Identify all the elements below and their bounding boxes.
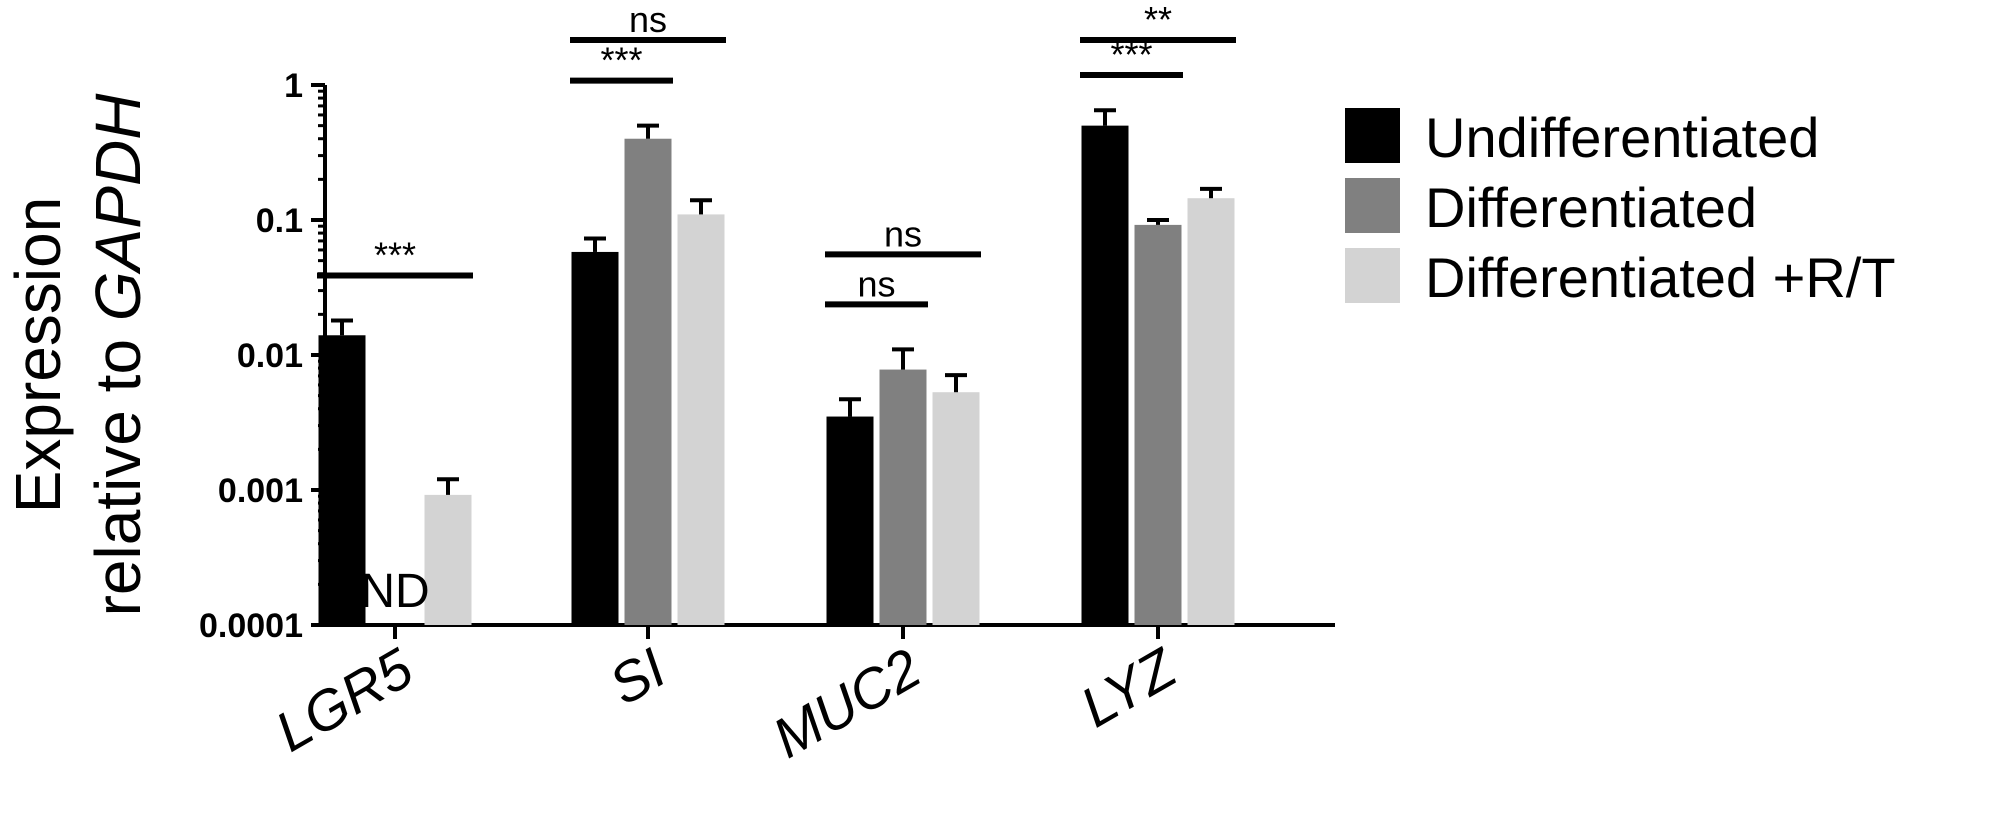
x-tick-label: SI (599, 636, 676, 717)
bar (1081, 125, 1129, 626)
bar (879, 369, 927, 625)
bar (826, 416, 874, 625)
y-tick-label: 0.0001 (199, 607, 303, 645)
x-tick-label: LGR5 (265, 635, 424, 763)
y-tick-label: 1 (284, 67, 303, 105)
y-tick-label: 0.01 (237, 337, 303, 375)
significance-label: ** (1144, 0, 1172, 40)
legend-swatch (1345, 248, 1400, 303)
legend-swatch (1345, 108, 1400, 163)
bar (677, 214, 725, 625)
y-tick-label: 0.001 (218, 472, 303, 510)
legend: Undifferentiated Differentiated Differenti… (1345, 106, 1896, 309)
x-tick-label: MUC2 (762, 636, 931, 770)
bar (932, 392, 980, 625)
bars: ND (318, 108, 1235, 626)
legend-label: Undifferentiated (1425, 106, 1819, 169)
significance-label: ns (857, 263, 895, 304)
bar (318, 335, 366, 625)
not-detected-label: ND (360, 565, 429, 618)
bar (571, 251, 619, 625)
x-tick-label: LYZ (1070, 635, 1188, 739)
bar (1134, 224, 1182, 625)
significance-label: ns (884, 213, 922, 254)
significance-label: *** (600, 40, 642, 81)
legend-label: Differentiated (1425, 176, 1757, 239)
significance-label: *** (374, 235, 416, 276)
y-axis-label: Expression relative to GAPDH (2, 93, 154, 617)
bar (424, 494, 472, 625)
bar (1187, 198, 1235, 625)
legend-swatch (1345, 178, 1400, 233)
bar (624, 138, 672, 625)
significance-label: ns (629, 0, 667, 40)
y-tick-label: 0.1 (256, 202, 303, 240)
legend-label: Differentiated +R/T (1425, 246, 1896, 309)
